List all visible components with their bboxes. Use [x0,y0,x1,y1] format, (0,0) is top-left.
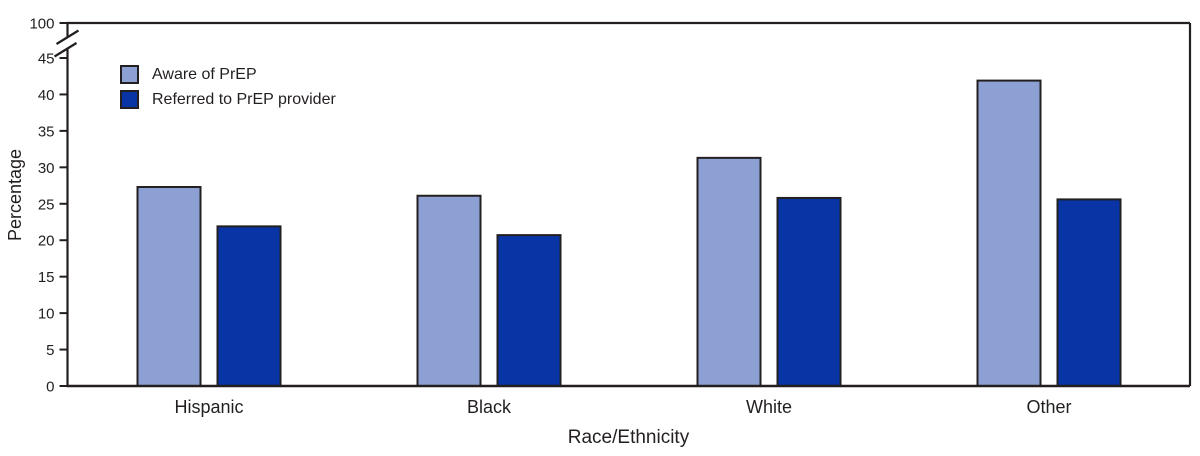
legend-item-aware: Aware of PrEP [120,62,336,87]
bar-hispanic-referred [216,225,282,387]
y-axis-title: Percentage [5,148,25,242]
bar-white-referred [776,196,842,387]
y-tick-label: 15 [38,269,55,286]
y-tick-label: 5 [46,342,54,359]
legend: Aware of PrEP Referred to PrEP provider [120,62,336,112]
legend-swatch-referred-icon [120,90,139,109]
x-category-label: Black [467,397,512,417]
legend-swatch-aware-icon [120,65,139,84]
y-tick-label: 20 [38,233,55,250]
x-axis-title: Race/Ethnicity [567,427,690,448]
legend-label-aware: Aware of PrEP [152,66,257,83]
bar-hispanic-aware [136,186,202,387]
axis-break-slash-icon [55,29,80,45]
y-tick-label: 10 [38,306,55,323]
x-category-label: White [746,397,792,417]
bar-other-referred [1056,198,1122,387]
y-tick-label: 35 [38,123,55,140]
x-category-label: Other [1026,397,1071,417]
y-tick-label: 100 [29,16,54,33]
bar-white-aware [696,156,762,387]
y-tick-label: 30 [38,160,55,177]
y-tick-label: 0 [46,379,54,396]
bar-other-aware [976,79,1042,388]
y-tick-label: 40 [38,87,55,104]
axis-break-slash-icon [53,42,78,58]
bar-black-referred [496,234,562,387]
x-category-label: Hispanic [174,397,243,417]
y-tick-label: 25 [38,196,55,213]
legend-item-referred: Referred to PrEP provider [120,87,336,112]
legend-label-referred: Referred to PrEP provider [152,91,336,108]
bar-black-aware [416,194,482,387]
y-tick-label: 45 [38,51,55,68]
